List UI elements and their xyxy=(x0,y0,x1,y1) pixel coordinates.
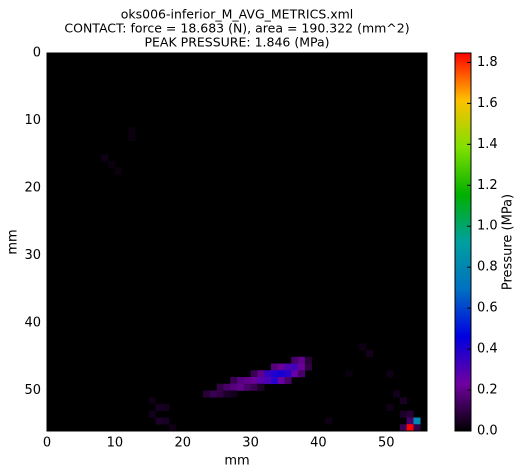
heat-cell xyxy=(257,370,265,378)
x-tick-label: 30 xyxy=(242,436,259,451)
heat-cell xyxy=(128,134,136,142)
x-tick-label: 0 xyxy=(43,436,51,451)
heat-cell xyxy=(230,377,238,385)
heat-cell xyxy=(250,383,258,391)
heat-cell xyxy=(359,343,367,351)
colorbar xyxy=(454,52,472,432)
heat-cell xyxy=(284,377,292,385)
heat-cell xyxy=(203,390,211,398)
heat-cell xyxy=(270,370,279,378)
heat-cell xyxy=(270,377,279,385)
heat-cell xyxy=(257,383,265,391)
heat-cell xyxy=(413,417,421,425)
heat-cell xyxy=(399,397,407,405)
heat-cell xyxy=(264,377,272,385)
heat-cell xyxy=(230,383,238,391)
title-line: CONTACT: force = 18.683 (N), area = 190.… xyxy=(64,21,409,36)
heat-cell xyxy=(277,370,285,378)
heat-cell xyxy=(386,370,394,378)
colorbar-tick-label: 0.0 xyxy=(477,424,498,439)
heat-cell xyxy=(406,410,414,418)
heat-cell xyxy=(298,356,306,364)
x-tick-label: 50 xyxy=(378,436,395,451)
heat-cell xyxy=(155,404,163,412)
heat-cell xyxy=(277,377,285,385)
heat-cell xyxy=(406,424,414,432)
y-tick-label: 30 xyxy=(24,248,41,263)
y-tick-label: 20 xyxy=(24,181,41,196)
heat-cell xyxy=(243,377,251,385)
x-tick-label: 20 xyxy=(174,436,191,451)
x-tick-label: 10 xyxy=(107,436,124,451)
heat-cell xyxy=(325,417,333,425)
heat-cell xyxy=(216,390,224,398)
colorbar-tick-label: 0.4 xyxy=(477,342,498,357)
colorbar-label: Pressure (MPa) xyxy=(501,194,516,290)
colorbar-tick-label: 1.6 xyxy=(477,96,498,111)
colorbar-tick-label: 0.8 xyxy=(477,260,498,275)
heat-cell xyxy=(223,383,231,391)
plot-background xyxy=(47,53,427,431)
heat-cell xyxy=(277,363,285,371)
title-line: oks006-inferior_M_AVG_METRICS.xml xyxy=(121,7,354,22)
title-line: PEAK PRESSURE: 1.846 (MPa) xyxy=(145,35,330,50)
colorbar-tick-label: 1.8 xyxy=(477,55,498,70)
y-tick-label: 50 xyxy=(24,383,41,398)
colorbar-tick-label: 1.4 xyxy=(477,137,498,152)
heat-cell xyxy=(284,363,292,371)
heat-cell xyxy=(291,363,299,371)
heat-cell xyxy=(365,350,374,358)
heat-cell xyxy=(128,127,136,135)
heat-cell xyxy=(230,390,238,398)
heat-cell xyxy=(162,404,170,412)
heat-cell xyxy=(393,390,401,398)
heat-cell xyxy=(209,390,217,398)
heat-cell xyxy=(399,424,407,432)
heat-cell xyxy=(223,390,231,398)
heat-cell xyxy=(108,161,116,169)
heat-cell xyxy=(406,417,414,425)
heat-cell xyxy=(114,167,122,175)
heat-cell xyxy=(345,370,353,378)
heat-cell xyxy=(250,377,258,385)
x-tick-label: 40 xyxy=(310,436,327,451)
y-axis-label: mm xyxy=(6,229,21,254)
heat-cell xyxy=(386,404,394,412)
heat-cell xyxy=(216,383,224,391)
colorbar-tick-label: 0.2 xyxy=(477,383,498,398)
x-axis-label: mm xyxy=(224,454,249,469)
y-tick-label: 0 xyxy=(33,46,41,61)
heat-cell xyxy=(237,383,245,391)
heat-cell xyxy=(298,370,306,378)
heat-cell xyxy=(237,377,245,385)
heat-cell xyxy=(162,417,170,425)
heat-cell xyxy=(304,356,312,364)
heat-cell xyxy=(169,424,177,432)
heat-cell xyxy=(257,377,265,385)
plot-frame xyxy=(46,52,428,432)
heat-cell xyxy=(148,397,156,405)
heat-cell xyxy=(413,424,421,432)
heat-cell xyxy=(155,417,163,425)
y-tick-label: 10 xyxy=(24,113,41,128)
heat-cell xyxy=(270,363,279,371)
y-tick-label: 40 xyxy=(24,316,41,331)
heat-cell xyxy=(399,410,407,418)
colorbar-tick-label: 1.2 xyxy=(477,178,498,193)
heat-cell xyxy=(284,370,292,378)
heat-cell xyxy=(291,356,299,364)
heat-cell xyxy=(291,370,299,378)
heat-cell xyxy=(243,383,251,391)
heat-cell xyxy=(148,410,156,418)
heat-cell xyxy=(264,370,272,378)
colorbar-tick-label: 1.0 xyxy=(477,219,498,234)
heat-cell xyxy=(250,370,258,378)
heat-cell xyxy=(101,154,109,162)
heat-cell xyxy=(304,363,312,371)
heat-cell xyxy=(298,363,306,371)
colorbar-tick-label: 0.6 xyxy=(477,301,498,316)
